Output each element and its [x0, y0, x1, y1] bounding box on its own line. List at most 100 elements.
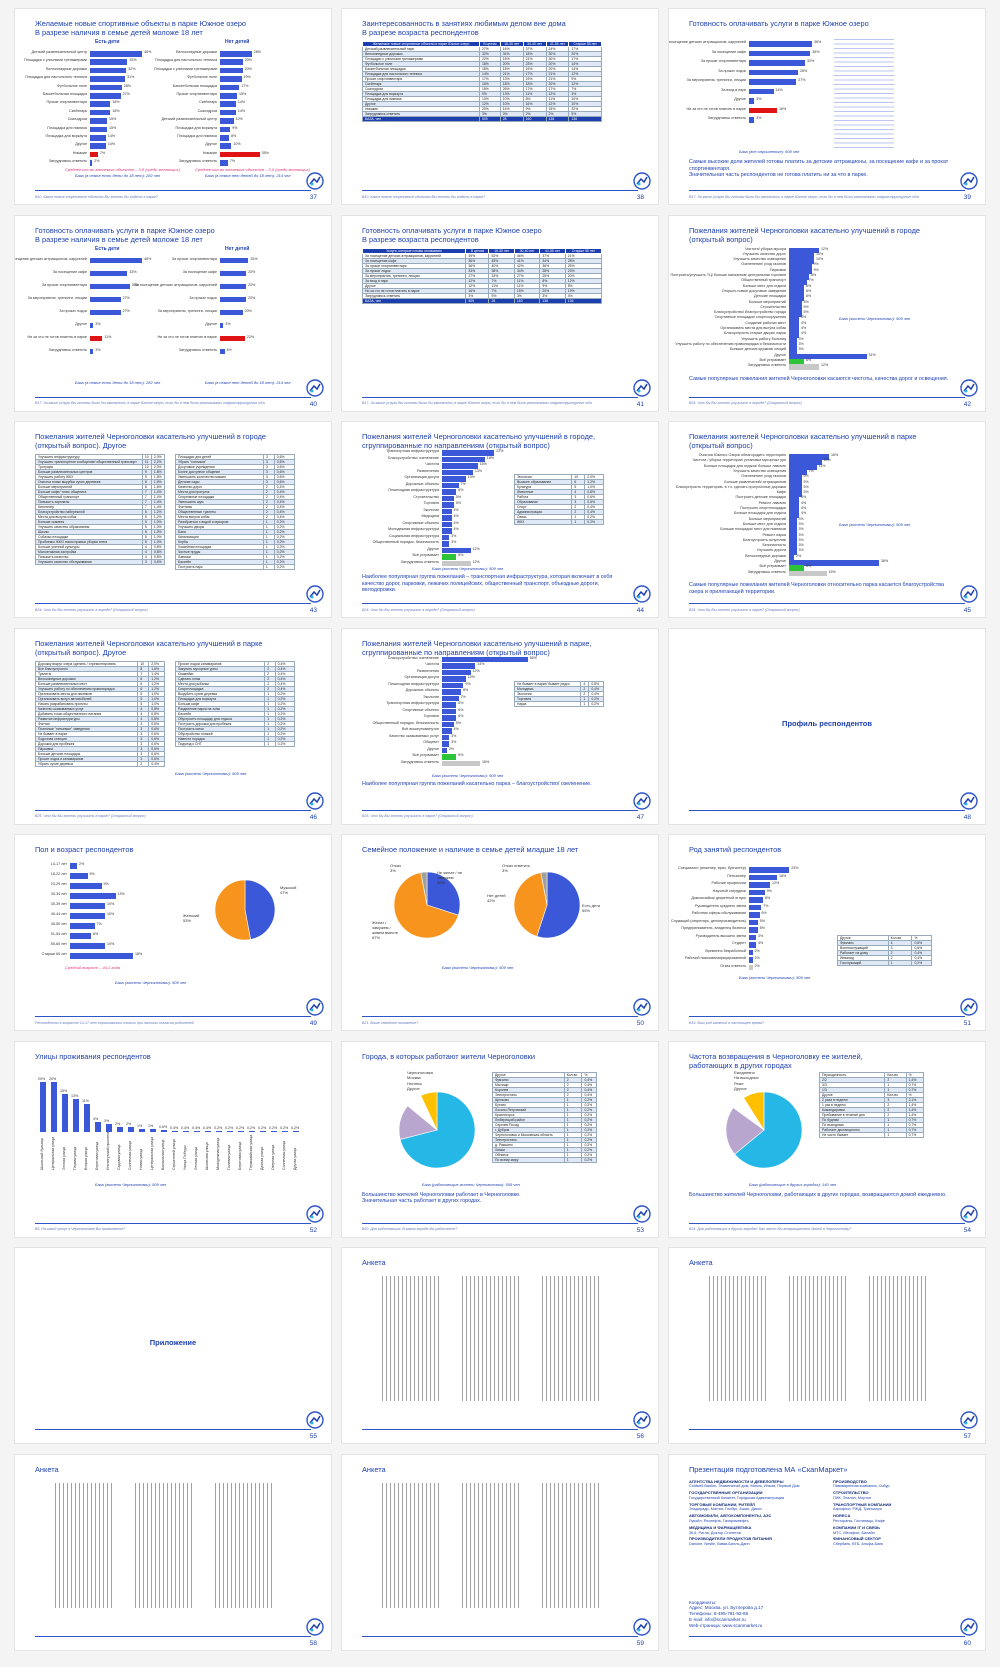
column-value: 4% [93, 1116, 99, 1121]
client-group: СТРОИТЕЛЬСТВО ПИК, Эталон, Мортон [833, 1490, 969, 1501]
bar [442, 508, 452, 514]
bar-label: Затрудняюсь ответить [400, 759, 439, 764]
bar-row: Другое 14% [75, 142, 158, 149]
bar [749, 942, 756, 948]
bar-label: Торговля [423, 714, 439, 718]
conclusion-text: Большинство жителей Черноголовки работае… [362, 1191, 521, 1205]
table-cell: 160 [522, 116, 547, 122]
questionnaire-column [55, 1482, 115, 1608]
slide-39: Готовность оплачивать услуги в парке Южн… [668, 8, 986, 205]
bar [789, 469, 807, 476]
pie-chart [214, 879, 276, 941]
bar [90, 296, 121, 302]
bar-value: 23% [248, 269, 256, 274]
bar-row: Пенсионер 16% [727, 874, 819, 881]
bar-value: 4% [801, 315, 807, 320]
bar [749, 79, 797, 85]
bar-label: Затрудняюсь ответить [48, 159, 87, 164]
bar [90, 335, 103, 341]
table-cell: 136 [568, 116, 602, 122]
bar-row: За мероприятия, тренинги, лекции 20% [158, 309, 288, 316]
slide-number: 45 [963, 607, 971, 614]
table-cell: Убрать сухие деревья [34, 760, 139, 767]
bar [442, 521, 452, 527]
bar-row: За прокат лодок 27% [59, 309, 158, 316]
bar-label: Всё устраивает [412, 553, 439, 557]
bar-row: Специалист (инженер, врач, бухгалтер) 23% [678, 866, 819, 873]
client-group-title: АВТОМОБИЛИ, АВТОКОМПОНЕНТЫ, АЗС [689, 1513, 772, 1519]
bar-row: Старше 60 лет 18% [42, 952, 142, 959]
question-footnote: В3. На какой улице в Черноголовке Вы про… [35, 1227, 125, 1232]
table-row: Чистые пруды 1 0,2% [175, 549, 296, 555]
bar-label: Площадка для пикника [47, 125, 87, 130]
bar-value: 13% [823, 458, 831, 463]
bar [90, 283, 130, 289]
bar [789, 358, 804, 365]
conclusion-text: Самые популярные пожелания жителей Черно… [689, 375, 949, 382]
column-value: 0.2% [269, 1126, 278, 1130]
bar-row: Площадка для воркаута 9% [176, 126, 288, 133]
bar [90, 160, 93, 166]
bar-row: Затрудняюсь ответить 7% [179, 159, 288, 166]
bar-label: Озеленение/ уход газонов [741, 474, 786, 479]
scanmarket-logo [306, 172, 324, 190]
bar-row: Другое 2% [427, 747, 537, 754]
column-label: Береговая улица [95, 1141, 99, 1170]
questionnaire-column [789, 1276, 849, 1401]
slide-title: Пожелания жителей Черноголовки касательн… [35, 432, 266, 450]
average-note: Среднее кол-во желаемых объектов – 3,0 (… [195, 167, 310, 172]
bar [90, 76, 126, 82]
conclusion-text: Наиболее популярная группа пожеланий – т… [362, 574, 613, 593]
column-label: Улица Победы [183, 1145, 187, 1170]
column-value: 0.6% [159, 1125, 168, 1129]
bar-row: Улучшить работу больниц 3% [741, 337, 879, 344]
bar-row: Футбольное поле 28% [57, 84, 158, 91]
bar-label: За прокат спортинвентаря [171, 256, 217, 261]
bar-value: 12% [472, 668, 480, 673]
bar-row: Площадка для пикника 15% [47, 126, 158, 133]
slide-number: 47 [636, 813, 644, 821]
bar-label: 51-54 лет [50, 932, 67, 936]
questionnaire-column [869, 1276, 929, 1401]
bar-value: 5% [455, 501, 462, 505]
client-group-names: 36,6, Ригла, Доктор Столетов [689, 1530, 741, 1535]
bar-value: 36% [529, 655, 537, 660]
bar-row: Площадки с уличными тренажерами 20% [154, 67, 288, 74]
bar-value: 5% [803, 474, 809, 479]
bar-label: Больше мероприятий [748, 516, 786, 521]
bar-label: Спортивные площадки/ спортсооружения [714, 315, 786, 320]
question-footnote: В24. Что бы Вы хотели улучшить в парке? … [689, 607, 800, 612]
table-cell: 28 [499, 116, 524, 122]
slide-title: Готовность оплачивать услуги в парке Южн… [362, 225, 542, 244]
bar-value: 8% [811, 273, 817, 277]
slide-49: Пол и возраст респондентов 49 Респонденты … [14, 834, 332, 1031]
slide-58: Анкета 58 [14, 1453, 332, 1651]
column-label: Лесная улица [62, 1146, 66, 1170]
column-label: Солнечная улица [128, 1140, 132, 1170]
bar-row: Всё устраивает 6% [760, 358, 879, 365]
bar-value: 8% [463, 688, 469, 692]
bar-label: Затрудняюсь ответить [48, 347, 87, 352]
scanmarket-logo [306, 378, 324, 397]
client-group-names: Лукойл, Роснефть, Газпромнефть [689, 1519, 749, 1524]
bar-value: 3% [451, 740, 457, 744]
pie-label: Отказ 3% [390, 863, 401, 873]
bar-value: 14% [477, 662, 485, 666]
bar-value: 3% [798, 527, 804, 532]
bar-row: Открыть новые досуговые заведения 6% [722, 289, 879, 296]
column-label: Вторая улица [84, 1146, 88, 1170]
bar [442, 754, 457, 760]
bar-row: Озеленение/ уход газонов 5% [741, 474, 879, 481]
bar-label: 55-60 лет [50, 942, 67, 946]
bar [749, 919, 758, 925]
slide-title: Пожелания жителей Черноголовки касательн… [362, 638, 592, 657]
bar [90, 322, 94, 328]
bar [90, 143, 106, 149]
table-row: Подъезд к СНТ 1 0,2% [174, 740, 296, 747]
bar [789, 496, 799, 502]
bar-row: Площадка для пикника 8% [177, 134, 288, 141]
slide-title: Анкета [362, 1464, 386, 1474]
bar-row: Рабочие профессии 12% [711, 881, 819, 888]
bar-row: За посещение детских аттракционов, карус… [134, 283, 288, 290]
column-value: 0.2% [225, 1126, 234, 1130]
